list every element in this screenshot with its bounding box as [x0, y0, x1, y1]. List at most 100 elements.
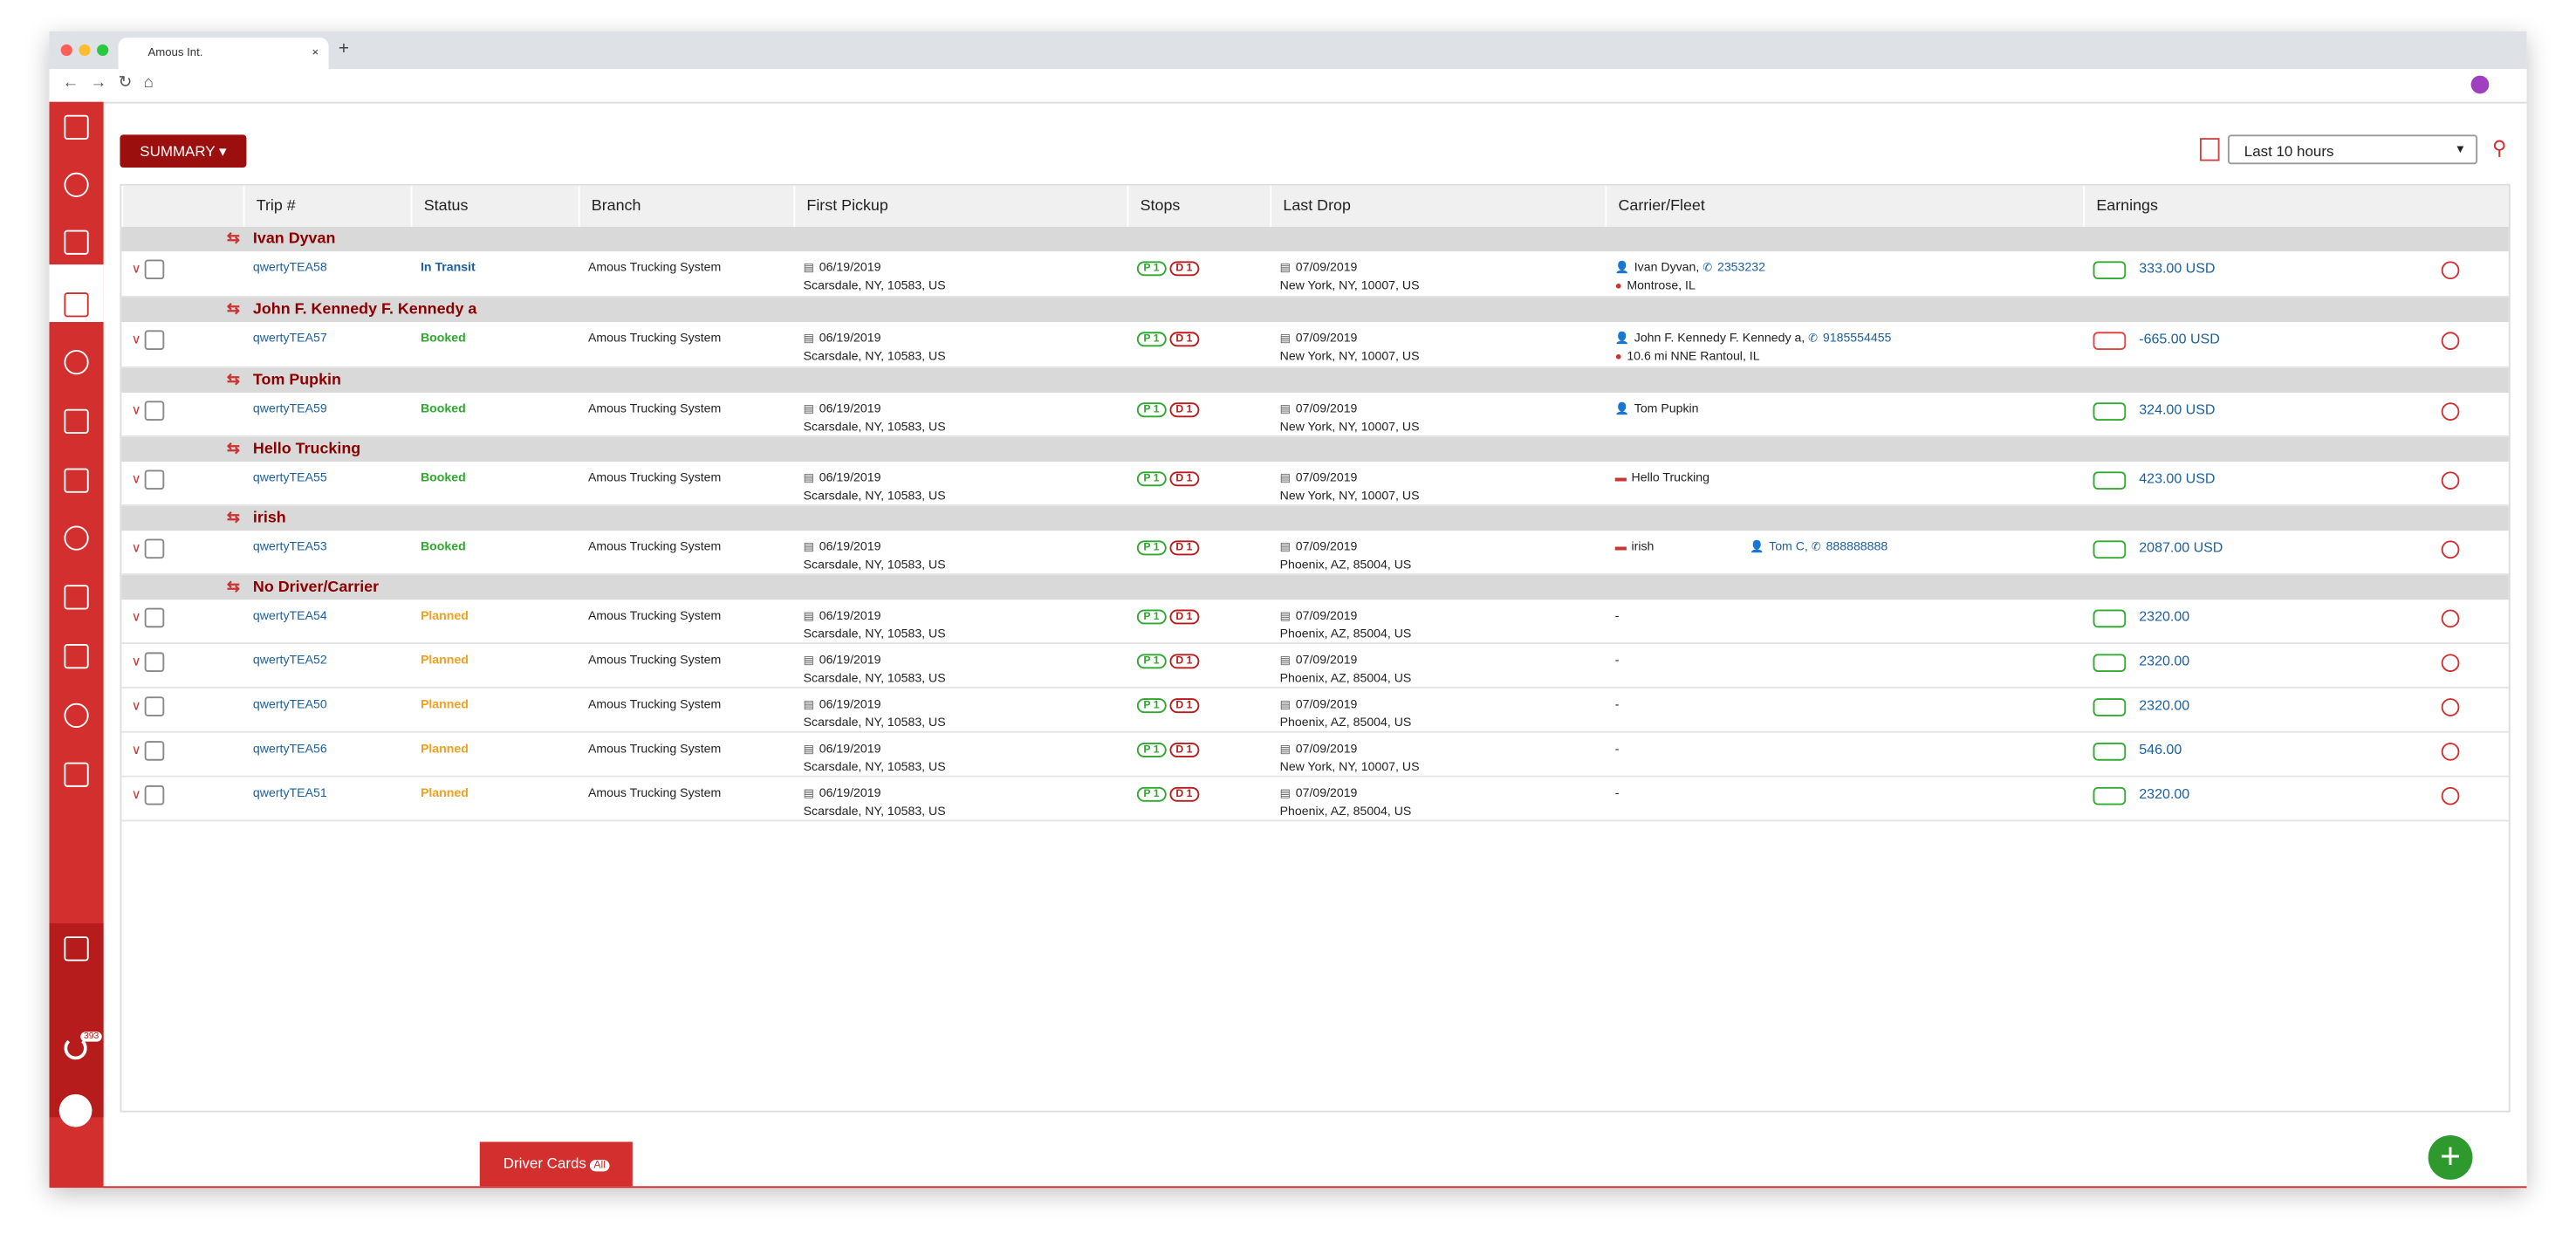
checkbox[interactable]	[144, 330, 165, 351]
trips-table: Trip # Status Branch First Pickup Stops Last …	[120, 183, 2511, 1113]
status: In Transit	[420, 259, 476, 275]
last-drop-date-line: ▤ 07/09/2019	[1280, 652, 1606, 670]
close-dot[interactable]	[60, 44, 72, 57]
last-drop-place: Phoenix, AZ, 85004, US	[1279, 714, 1412, 730]
icon: ▤	[803, 700, 815, 712]
checkbox[interactable]	[144, 741, 165, 761]
expand[interactable]: ∨	[131, 471, 141, 487]
trip-link[interactable]: qwertyTEA51	[252, 785, 327, 800]
select-cell: ∨	[121, 741, 243, 776]
more-button[interactable]	[2441, 540, 2460, 559]
more-button[interactable]	[2441, 609, 2460, 628]
first-pickup-place: Scarsdale, NY, 10583, US	[803, 557, 946, 572]
nav-icon[interactable]	[64, 350, 89, 375]
more-button[interactable]	[2441, 261, 2460, 280]
checkbox[interactable]	[144, 401, 165, 421]
expand[interactable]: ∨	[131, 742, 141, 757]
earnings: 333.00 USD	[2083, 259, 2509, 295]
checkbox[interactable]	[144, 785, 165, 805]
carrier-phone[interactable]: 2353232	[1716, 259, 1765, 275]
checkbox[interactable]	[144, 259, 165, 280]
header-cell: Branch	[578, 185, 794, 227]
expand[interactable]: ∨	[131, 654, 141, 669]
new-tab[interactable]: +	[338, 39, 349, 59]
more-button[interactable]	[2441, 471, 2460, 490]
expand[interactable]: ∨	[131, 698, 141, 714]
icon: ▤	[1279, 542, 1291, 554]
last-drop: ▤ 07/09/2019 Phoenix, AZ, 85004, US	[1270, 539, 1605, 574]
group-row: ⇆ Ivan Dyvan	[121, 226, 2509, 252]
nav-icon[interactable]	[64, 762, 89, 787]
checkbox[interactable]	[144, 696, 165, 716]
earnings-icon	[2093, 608, 2127, 627]
more-button[interactable]	[2441, 742, 2460, 761]
trip-link[interactable]: qwertyTEA50	[252, 696, 327, 712]
nav-icon[interactable]	[64, 292, 89, 318]
expand[interactable]: ∨	[131, 332, 141, 347]
trip-link[interactable]: qwertyTEA53	[252, 538, 327, 554]
icon: 👤	[1614, 333, 1630, 346]
nav-icon[interactable]	[64, 230, 89, 255]
trip-link[interactable]: qwertyTEA58	[252, 259, 327, 275]
more-button[interactable]	[2441, 402, 2460, 421]
add-button[interactable]: +	[2428, 1134, 2473, 1180]
profile[interactable]	[2470, 75, 2490, 94]
filter-icon[interactable]: ⚲	[2492, 136, 2507, 160]
min-dot[interactable]	[79, 44, 91, 57]
carrier-phone[interactable]: 888888888	[1826, 538, 1888, 554]
more-button[interactable]	[2441, 654, 2460, 673]
stop-badge: P 1	[1136, 609, 1167, 625]
more-button[interactable]	[2441, 786, 2460, 805]
bell[interactable]	[64, 1036, 87, 1060]
last-drop-date: 07/09/2019	[1295, 696, 1358, 712]
driver-cards-button[interactable]: Driver Cards All	[479, 1141, 633, 1187]
checkbox[interactable]	[144, 469, 165, 490]
checkbox[interactable]	[144, 652, 165, 673]
nav-icon[interactable]	[64, 172, 89, 197]
browser-tab[interactable]: Amous Int. ×	[118, 38, 329, 70]
nav-icon[interactable]	[64, 468, 89, 493]
avatar[interactable]	[58, 1093, 92, 1127]
carrier-fleet: irish	[1631, 538, 1655, 554]
stop-badge: P 1	[1136, 786, 1167, 802]
trip-link[interactable]: qwertyTEA59	[252, 401, 327, 416]
branch: Amous Trucking System	[588, 538, 722, 554]
expand[interactable]: ∨	[131, 786, 141, 802]
more-button[interactable]	[2441, 698, 2460, 716]
time-filter[interactable]: Last 10 hours ▼	[2227, 134, 2478, 165]
stop-badge: D 1	[1168, 540, 1199, 556]
checkbox[interactable]	[144, 538, 165, 559]
nav-icon[interactable]	[64, 114, 89, 140]
carrier-driver[interactable]: Tom C,	[1769, 538, 1808, 554]
header-cell: Status	[410, 185, 579, 227]
expand[interactable]: ∨	[131, 540, 141, 556]
nav-icon[interactable]	[64, 644, 89, 669]
nav-icon[interactable]	[64, 408, 89, 435]
icon: ▤	[803, 788, 815, 800]
trip-link[interactable]: qwertyTEA56	[252, 741, 327, 757]
max-dot[interactable]	[97, 44, 109, 57]
icon: ●	[1614, 351, 1622, 364]
trip-link[interactable]: qwertyTEA55	[252, 469, 327, 485]
expand[interactable]: ∨	[131, 261, 141, 277]
report-icon[interactable]	[2199, 138, 2220, 161]
nav-icon[interactable]	[64, 936, 89, 962]
group-row: ⇆ Tom Pupkin	[121, 367, 2509, 393]
header-cell: Stops	[1127, 185, 1271, 227]
nav-icon[interactable]	[64, 585, 89, 610]
nav-icon[interactable]	[64, 525, 89, 551]
nav-icon[interactable]	[64, 702, 89, 729]
carrier-phone[interactable]: 9185554455	[1822, 330, 1892, 346]
trip-link[interactable]: qwertyTEA52	[252, 652, 327, 668]
tab-close[interactable]: ×	[312, 47, 319, 59]
summary-button[interactable]: SUMMARY ▾	[120, 134, 247, 168]
trip-link[interactable]: qwertyTEA54	[252, 607, 327, 623]
checkbox[interactable]	[144, 607, 165, 628]
earnings-value: 2320.00	[2139, 696, 2190, 714]
trip-link[interactable]: qwertyTEA57	[252, 330, 327, 346]
expand[interactable]: ∨	[131, 402, 141, 418]
nav-buttons[interactable]: ←→↻⌂	[62, 73, 166, 93]
expand[interactable]: ∨	[131, 609, 141, 625]
more-button[interactable]	[2441, 332, 2460, 351]
